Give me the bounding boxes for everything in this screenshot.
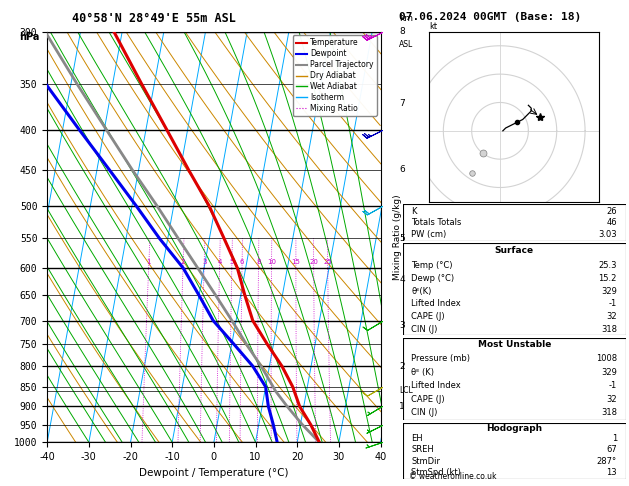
Text: 287°: 287° xyxy=(597,457,617,466)
Text: 26: 26 xyxy=(606,207,617,216)
Text: 46: 46 xyxy=(606,218,617,227)
Text: 1: 1 xyxy=(147,260,151,265)
Text: 318: 318 xyxy=(601,409,617,417)
Text: CAPE (J): CAPE (J) xyxy=(411,312,445,321)
Text: 20: 20 xyxy=(309,260,318,265)
Text: StmSpd (kt): StmSpd (kt) xyxy=(411,469,461,477)
Text: © weatheronline.co.uk: © weatheronline.co.uk xyxy=(409,472,496,481)
Text: 8: 8 xyxy=(256,260,261,265)
Text: StmDir: StmDir xyxy=(411,457,440,466)
Text: hPa: hPa xyxy=(19,32,39,42)
Text: 67: 67 xyxy=(606,446,617,454)
Text: Pressure (mb): Pressure (mb) xyxy=(411,354,470,364)
Text: kt: kt xyxy=(429,22,437,31)
Text: Lifted Index: Lifted Index xyxy=(411,382,461,390)
Text: -1: -1 xyxy=(609,299,617,308)
Text: 6: 6 xyxy=(399,165,405,174)
Text: 318: 318 xyxy=(601,325,617,333)
Text: 329: 329 xyxy=(601,287,617,295)
Text: 15: 15 xyxy=(291,260,300,265)
Text: 4: 4 xyxy=(218,260,222,265)
Text: PW (cm): PW (cm) xyxy=(411,230,447,239)
Text: SREH: SREH xyxy=(411,446,434,454)
Text: Most Unstable: Most Unstable xyxy=(477,340,551,349)
Text: CIN (J): CIN (J) xyxy=(411,325,438,333)
Text: 15.2: 15.2 xyxy=(599,274,617,283)
Text: Totals Totals: Totals Totals xyxy=(411,218,462,227)
Legend: Temperature, Dewpoint, Parcel Trajectory, Dry Adiabat, Wet Adiabat, Isotherm, Mi: Temperature, Dewpoint, Parcel Trajectory… xyxy=(292,35,377,116)
Text: 7: 7 xyxy=(399,99,405,107)
Text: -1: -1 xyxy=(609,382,617,390)
Text: 25: 25 xyxy=(323,260,332,265)
Text: EH: EH xyxy=(411,434,423,443)
Text: K: K xyxy=(411,207,417,216)
Text: LCL: LCL xyxy=(399,386,413,395)
Text: 6: 6 xyxy=(240,260,244,265)
Text: 1: 1 xyxy=(611,434,617,443)
Text: Mixing Ratio (g/kg): Mixing Ratio (g/kg) xyxy=(393,194,403,280)
Text: CIN (J): CIN (J) xyxy=(411,409,438,417)
Text: Surface: Surface xyxy=(494,246,534,255)
Text: Temp (°C): Temp (°C) xyxy=(411,261,453,271)
Text: 25.3: 25.3 xyxy=(598,261,617,271)
Text: 32: 32 xyxy=(606,395,617,404)
Text: Dewp (°C): Dewp (°C) xyxy=(411,274,455,283)
Text: Lifted Index: Lifted Index xyxy=(411,299,461,308)
Text: θᴱ (K): θᴱ (K) xyxy=(411,368,435,377)
Text: 07.06.2024 00GMT (Base: 18): 07.06.2024 00GMT (Base: 18) xyxy=(399,12,582,22)
Text: ASL: ASL xyxy=(399,40,413,49)
Text: 13: 13 xyxy=(606,469,617,477)
X-axis label: Dewpoint / Temperature (°C): Dewpoint / Temperature (°C) xyxy=(139,468,289,478)
Text: 1: 1 xyxy=(399,402,405,411)
Text: 32: 32 xyxy=(606,312,617,321)
Text: Hodograph: Hodograph xyxy=(486,424,542,434)
Text: CAPE (J): CAPE (J) xyxy=(411,395,445,404)
Text: 8: 8 xyxy=(399,27,405,36)
Text: km: km xyxy=(399,15,413,23)
Text: 3: 3 xyxy=(202,260,206,265)
Text: 40°58'N 28°49'E 55m ASL: 40°58'N 28°49'E 55m ASL xyxy=(72,12,237,25)
Text: 10: 10 xyxy=(267,260,276,265)
Text: 3: 3 xyxy=(399,321,405,330)
Text: 3.03: 3.03 xyxy=(598,230,617,239)
Text: 4: 4 xyxy=(399,275,405,284)
Text: 5: 5 xyxy=(399,234,405,243)
Text: 1008: 1008 xyxy=(596,354,617,364)
Text: 2: 2 xyxy=(181,260,186,265)
Text: 5: 5 xyxy=(230,260,234,265)
Text: 329: 329 xyxy=(601,368,617,377)
Text: 2: 2 xyxy=(399,362,405,371)
Text: θᴱ(K): θᴱ(K) xyxy=(411,287,432,295)
